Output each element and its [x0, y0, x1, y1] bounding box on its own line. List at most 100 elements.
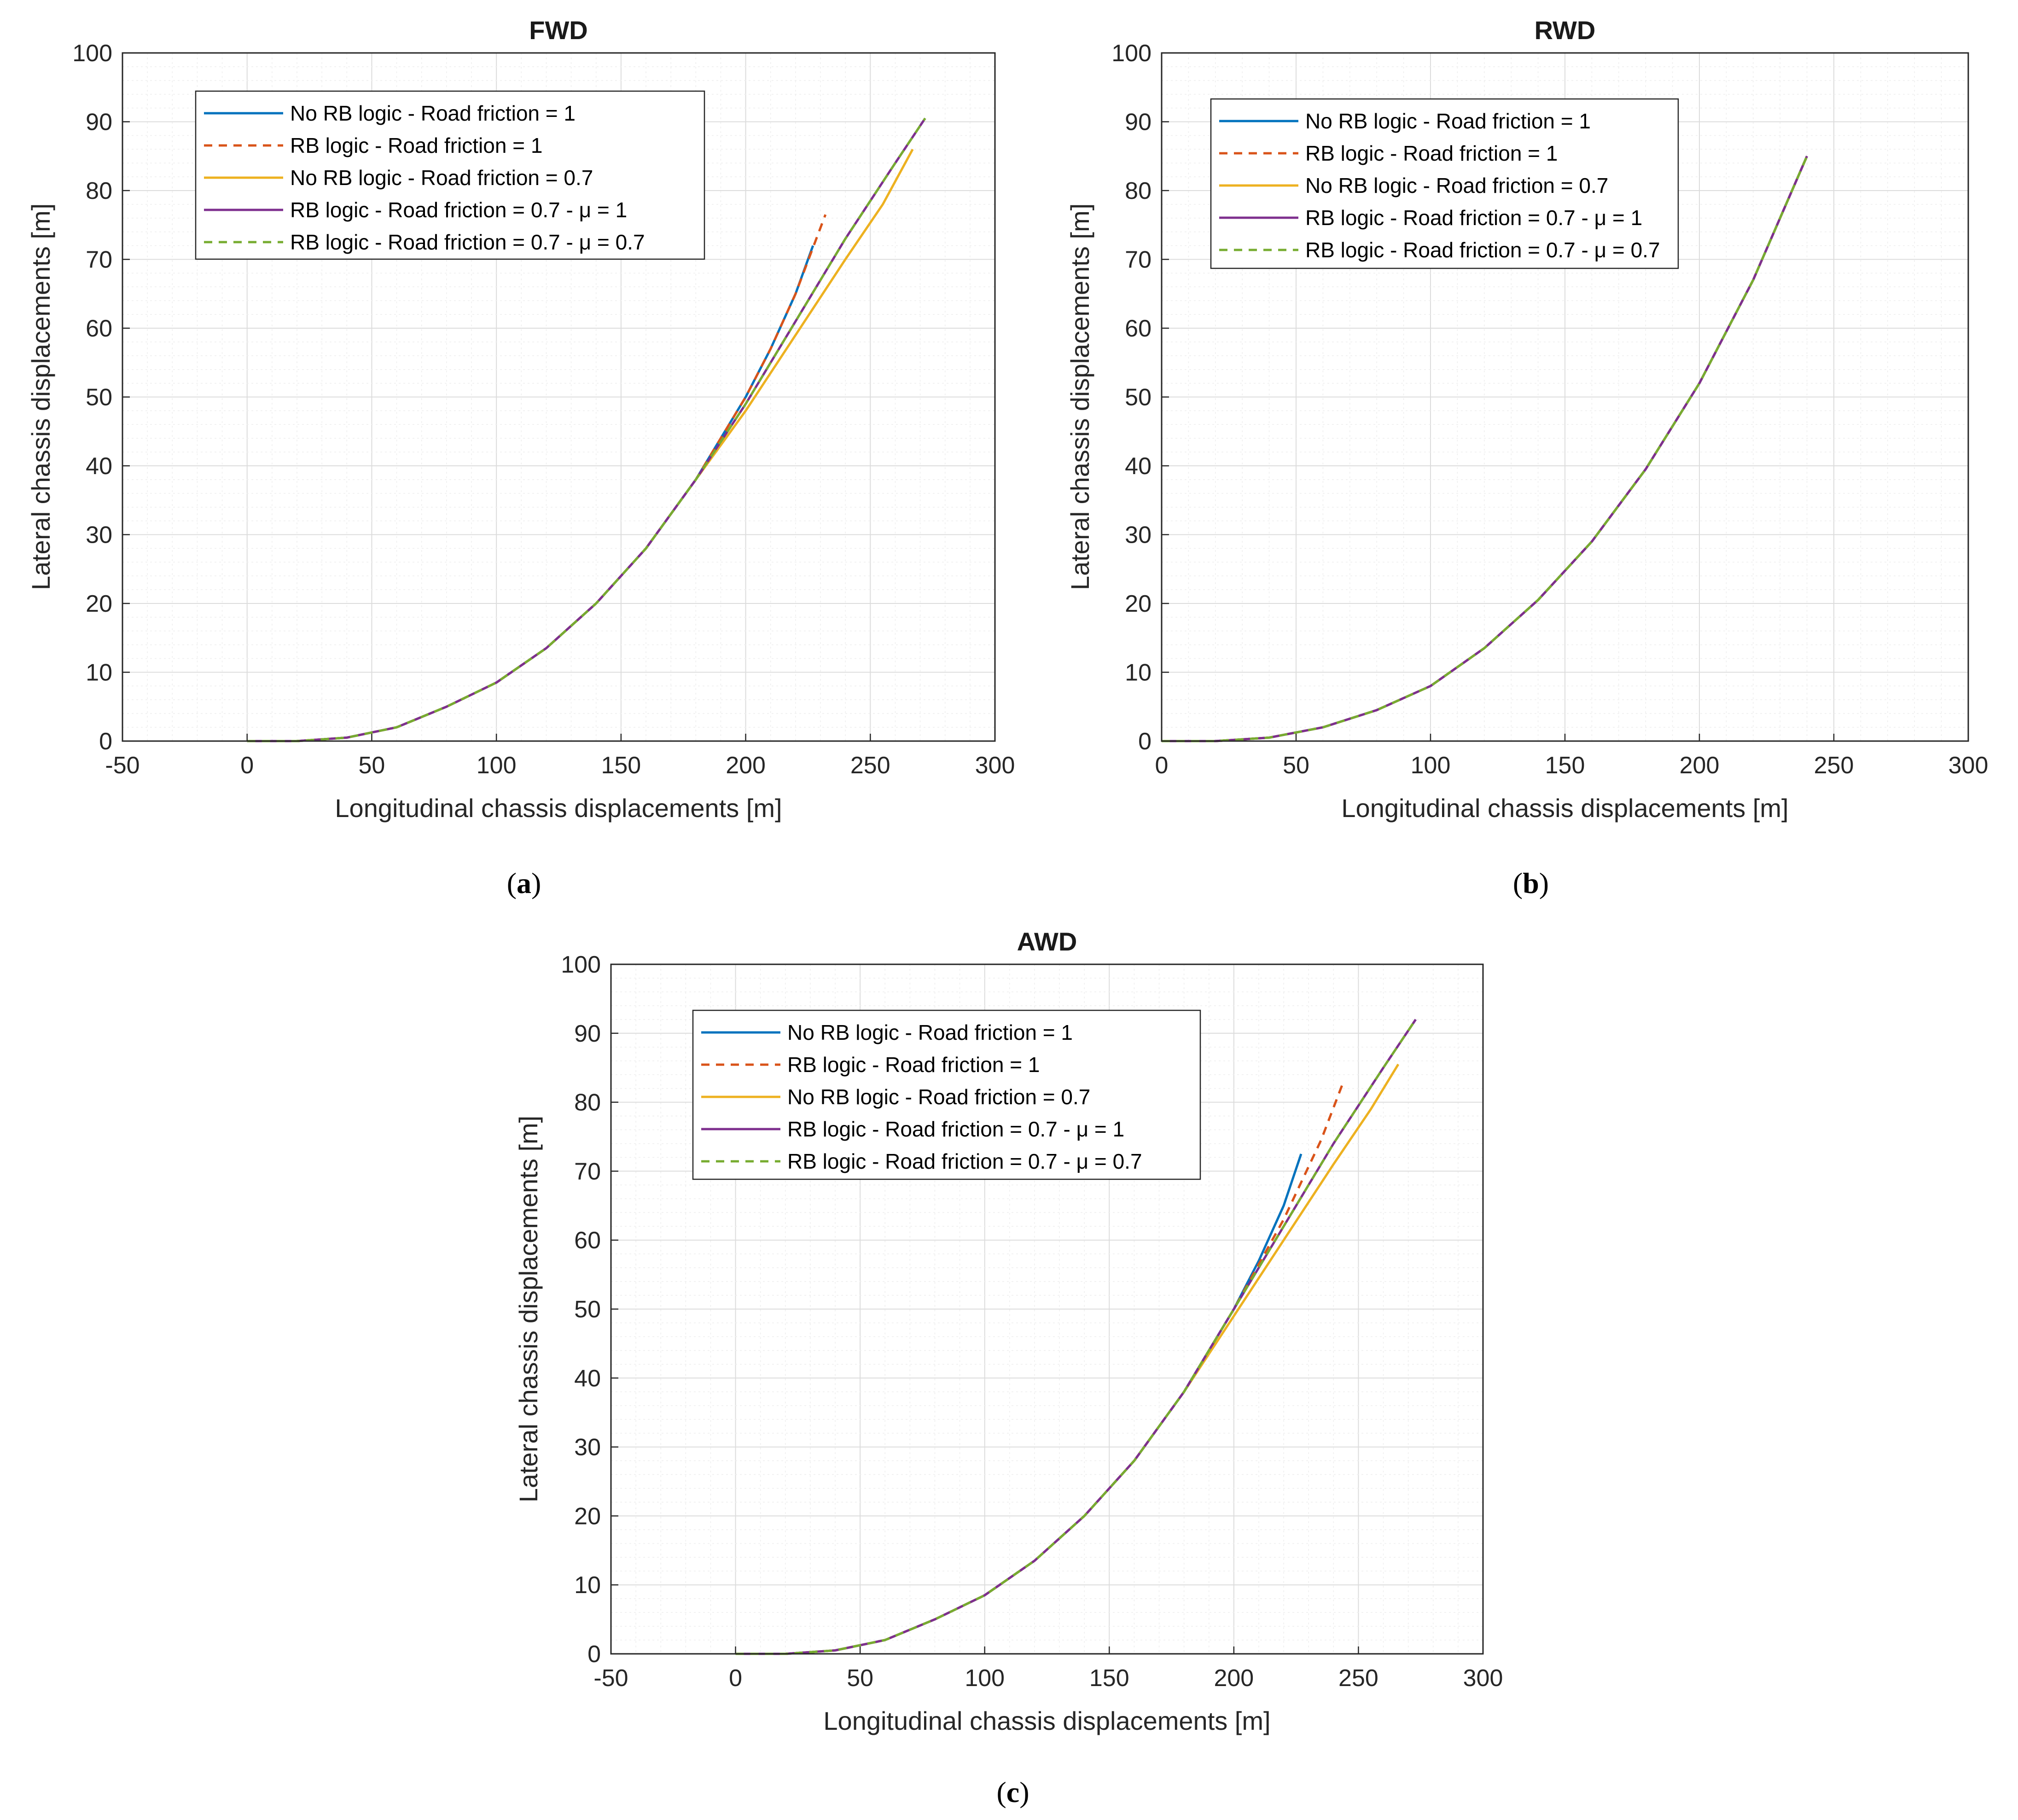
y-tick-label: 10 — [86, 660, 112, 686]
legend: No RB logic - Road friction = 1 RB logic … — [692, 1009, 1201, 1180]
y-tick-label: 90 — [574, 1020, 601, 1047]
legend-box — [692, 1009, 1201, 1180]
y-tick-label: 0 — [1138, 728, 1151, 755]
y-tick-label: 100 — [561, 951, 601, 978]
x-tick-label: 250 — [1338, 1665, 1378, 1692]
caption: (c) — [996, 1776, 1029, 1808]
legend-label-4: RB logic - Road friction = 0.7 - μ = 1 — [787, 1117, 1124, 1141]
y-tick-label: 50 — [1125, 384, 1151, 411]
x-tick-label: 0 — [729, 1665, 742, 1692]
y-tick-label: 30 — [86, 522, 112, 549]
y-tick-label: 0 — [99, 728, 112, 755]
caption: (a) — [507, 867, 541, 899]
x-tick-label: 50 — [847, 1665, 873, 1692]
x-tick-label: 300 — [975, 752, 1015, 779]
legend-label-3: No RB logic - Road friction = 0.7 — [290, 166, 593, 190]
x-tick-label: 200 — [1214, 1665, 1254, 1692]
caption: (b) — [1513, 867, 1549, 899]
legend-label-1: No RB logic - Road friction = 1 — [1305, 109, 1591, 133]
tick-labels: -50 0 50 100 150 200 250 3000102030405060708090… — [561, 951, 1503, 1692]
y-tick-label: 80 — [1125, 178, 1151, 204]
panel-awd: -50 0 50 100 150 200 250 3000102030405060708090… — [514, 927, 1503, 1808]
y-tick-label: 80 — [574, 1090, 601, 1116]
y-tick-label: 70 — [1125, 247, 1151, 273]
y-tick-label: 10 — [574, 1572, 601, 1599]
x-tick-label: 200 — [1680, 752, 1720, 779]
y-tick-label: 60 — [86, 315, 112, 342]
y-tick-label: 20 — [1125, 591, 1151, 617]
x-tick-label: -50 — [105, 752, 140, 779]
series-lines — [247, 117, 926, 742]
y-tick-label: 60 — [574, 1227, 601, 1254]
chart-title: AWD — [1017, 927, 1077, 956]
x-tick-label: 50 — [359, 752, 385, 779]
y-tick-label: 80 — [86, 178, 112, 204]
y-tick-label: 30 — [1125, 522, 1151, 549]
series-lines — [735, 1019, 1417, 1655]
y-axis-label: Lateral chassis displacements [m] — [1065, 203, 1094, 590]
y-tick-label: 90 — [1125, 109, 1151, 136]
y-tick-label: 100 — [72, 40, 112, 67]
legend-box — [1210, 98, 1679, 269]
x-tick-label: 150 — [601, 752, 641, 779]
x-tick-label: 250 — [850, 752, 890, 779]
y-tick-label: 20 — [86, 591, 112, 617]
legend-label-2: RB logic - Road friction = 1 — [290, 133, 542, 157]
legend-box — [195, 90, 705, 260]
x-tick-label: 150 — [1089, 1665, 1129, 1692]
y-tick-label: 70 — [574, 1158, 601, 1185]
x-tick-label: 300 — [1948, 752, 1989, 779]
chart-title: RWD — [1535, 16, 1596, 45]
y-tick-label: 30 — [574, 1434, 601, 1461]
x-tick-label: 0 — [240, 752, 254, 779]
y-tick-label: 100 — [1111, 40, 1151, 67]
caption-label: b — [1523, 867, 1539, 899]
y-tick-label: 60 — [1125, 315, 1151, 342]
chart-title: FWD — [529, 16, 588, 45]
y-tick-label: 70 — [86, 247, 112, 273]
x-tick-label: 0 — [1155, 752, 1169, 779]
series-line-5 — [247, 117, 926, 742]
caption-label: a — [517, 867, 531, 899]
legend-label-3: No RB logic - Road friction = 0.7 — [787, 1085, 1090, 1109]
legend-label-4: RB logic - Road friction = 0.7 - μ = 1 — [1305, 206, 1642, 230]
x-tick-label: 100 — [965, 1665, 1005, 1692]
y-tick-label: 50 — [86, 384, 112, 411]
legend: No RB logic - Road friction = 1 RB logic … — [195, 90, 705, 260]
legend-label-2: RB logic - Road friction = 1 — [787, 1053, 1040, 1077]
y-axis-label: Lateral chassis displacements [m] — [26, 203, 55, 590]
y-tick-label: 50 — [574, 1296, 601, 1323]
x-tick-label: -50 — [593, 1665, 628, 1692]
series-lines — [1162, 156, 1808, 742]
legend-items: No RB logic - Road friction = 1 RB logic … — [701, 1020, 1142, 1173]
panel-fwd: -50 0 50 100 150 200 250 3000102030405060708090… — [26, 16, 1015, 899]
y-tick-label: 40 — [574, 1365, 601, 1392]
x-axis-label: Longitudinal chassis displacements [m] — [823, 1706, 1270, 1735]
y-tick-label: 20 — [574, 1503, 601, 1530]
legend-label-2: RB logic - Road friction = 1 — [1305, 141, 1558, 165]
legend-label-3: No RB logic - Road friction = 0.7 — [1305, 174, 1608, 197]
y-tick-label: 40 — [1125, 453, 1151, 480]
x-tick-label: 50 — [1283, 752, 1309, 779]
panel-rwd: 0 50 100 150 200 250 300 0 10 20 30 40 50 60 70 80 90 100… — [1065, 16, 1988, 899]
legend-items: No RB logic - Road friction = 1 RB logic … — [204, 101, 645, 254]
legend-label-1: No RB logic - Road friction = 1 — [290, 101, 576, 125]
legend-label-5: RB logic - Road friction = 0.7 - μ = 0.7 — [290, 230, 645, 254]
y-tick-label: 0 — [587, 1641, 601, 1668]
x-axis-label: Longitudinal chassis displacements [m] — [335, 794, 782, 823]
legend-label-4: RB logic - Road friction = 0.7 - μ = 1 — [290, 198, 627, 222]
series-line-5 — [1162, 156, 1808, 742]
y-tick-label: 10 — [1125, 660, 1151, 686]
tick-labels: -50 0 50 100 150 200 250 3000102030405060708090… — [72, 40, 1015, 779]
x-tick-label: 150 — [1545, 752, 1585, 779]
legend-label-5: RB logic - Road friction = 0.7 - μ = 0.7 — [1305, 238, 1660, 262]
legend-label-5: RB logic - Road friction = 0.7 - μ = 0.7 — [787, 1149, 1142, 1173]
x-axis-label: Longitudinal chassis displacements [m] — [1341, 794, 1788, 823]
tick-labels: 0 50 100 150 200 250 300 0 10 20 30 40 50 60 70 80 90 100 — [1111, 40, 1988, 779]
y-tick-label: 90 — [86, 109, 112, 136]
y-tick-label: 40 — [86, 453, 112, 480]
legend: No RB logic - Road friction = 1 RB logic … — [1210, 98, 1679, 269]
y-axis-label: Lateral chassis displacements [m] — [514, 1116, 543, 1502]
x-tick-label: 100 — [1411, 752, 1451, 779]
